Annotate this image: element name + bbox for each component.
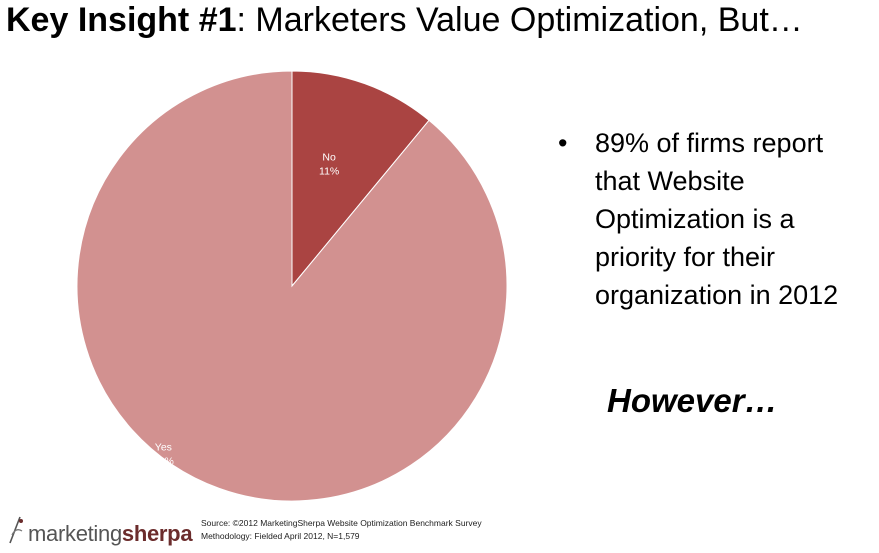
slice-name-yes: Yes	[155, 441, 172, 453]
sherpa-mark-icon	[9, 516, 23, 544]
bullet-dot: •	[558, 128, 568, 158]
slice-value-yes: 89%	[153, 455, 174, 467]
logo-marketing: marketing	[28, 521, 122, 546]
title-rest: : Marketers Value Optimization, But…	[236, 1, 803, 39]
slice-name-no: No	[322, 152, 336, 164]
pie-chart: No 11% Yes 89%	[76, 70, 508, 502]
title-bold: Key Insight #1	[6, 1, 237, 39]
however-text: However…	[607, 382, 778, 419]
pie-slice-yes	[76, 70, 508, 502]
slice-value-no: 11%	[319, 166, 339, 178]
logo-sherpa: sherpa	[121, 521, 193, 546]
source-note: Source: ©2012 MarketingSherpa Website Op…	[201, 517, 482, 543]
methodology-line: Methodology: Fielded April 2012, N=1,579	[201, 531, 360, 541]
source-line: Source: ©2012 MarketingSherpa Website Op…	[201, 518, 482, 528]
marketingsherpa-logo: marketingsherpa	[6, 515, 193, 547]
insight-bullet: • 89% of firms report that Website Optim…	[558, 124, 870, 314]
page-title: Key Insight #1: Marketers Value Optimiza…	[6, 0, 803, 40]
pie-slice-no	[291, 70, 430, 288]
insight-text: 89% of firms report that Website Optimiz…	[595, 128, 839, 310]
